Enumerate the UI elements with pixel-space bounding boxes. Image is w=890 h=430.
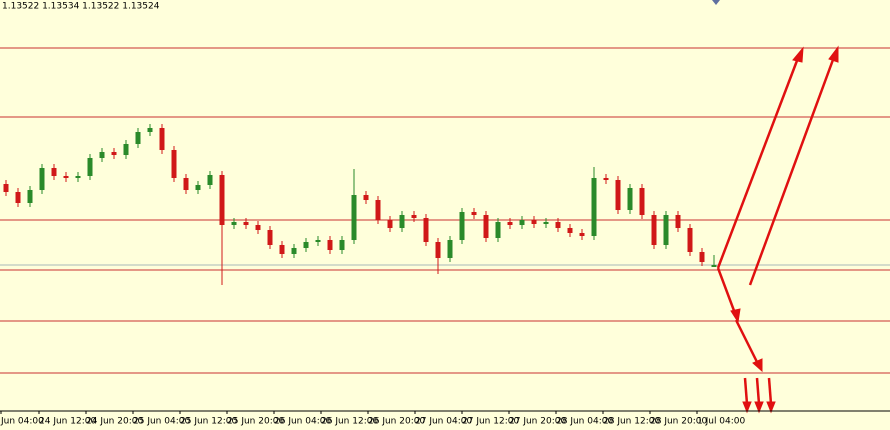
candle-body (123, 144, 129, 155)
marker (712, 0, 720, 5)
candle-body (423, 218, 429, 242)
arrowhead (792, 46, 804, 63)
candle-body (51, 168, 57, 176)
candle-body (699, 252, 705, 262)
candle-body (159, 128, 165, 150)
candle-body (147, 128, 153, 132)
candle-body (135, 132, 141, 144)
candle-body (255, 225, 261, 230)
candle-body (399, 215, 405, 228)
arrowhead (754, 401, 764, 414)
candle-body (111, 152, 117, 155)
candle-body (675, 215, 681, 228)
candle-body (99, 152, 105, 158)
arrow (748, 56, 836, 286)
arrow (716, 57, 800, 269)
candle-body (543, 222, 549, 224)
arrow (743, 377, 749, 405)
candle-body (3, 184, 9, 192)
x-tick-label: 1 Jul 04:00 (697, 417, 746, 427)
candle-body (459, 212, 465, 240)
candle-body (471, 212, 477, 215)
candle-body (363, 195, 369, 200)
candle-body (87, 158, 93, 176)
candle-body (579, 233, 585, 236)
x-tick-label: 26 Jun 12:00 (321, 417, 378, 427)
candle-body (231, 222, 237, 225)
x-tick-label: 27 Jun 20:00 (509, 417, 566, 427)
candle-body (627, 188, 633, 210)
candle-body (711, 265, 717, 267)
candle-body (339, 240, 345, 250)
x-tick-label: 25 Jun 20:00 (227, 417, 284, 427)
candle-body (387, 220, 393, 228)
candle-body (207, 175, 213, 185)
candle-body (411, 215, 417, 218)
arrowhead (742, 401, 752, 414)
ohlc-header: 1.13522 1.13534 1.13522 1.13524 (2, 2, 160, 12)
candle-body (291, 248, 297, 254)
x-tick-label: 28 Jun 20:00 (650, 417, 707, 427)
candle-body (615, 180, 621, 210)
candle-body (483, 215, 489, 238)
arrow (755, 377, 761, 405)
candle-body (279, 245, 285, 254)
x-tick-label: 28 Jun 04:00 (556, 417, 613, 427)
candle-body (591, 178, 597, 236)
x-tick-label: 28 Jun 12:00 (603, 417, 660, 427)
arrow (734, 319, 760, 365)
arrowhead (766, 401, 776, 414)
candle-body (495, 222, 501, 238)
x-tick-label: 25 Jun 04:00 (133, 417, 190, 427)
candle-body (15, 192, 21, 203)
drawn-arrows (716, 45, 839, 414)
candle-body (75, 176, 81, 178)
x-tick-label: 26 Jun 20:00 (368, 417, 425, 427)
candle-body (567, 228, 573, 233)
candle-body (351, 195, 357, 240)
x-tick-label: 27 Jun 12:00 (462, 417, 519, 427)
candle-body (555, 222, 561, 228)
candle-body (531, 220, 537, 224)
candle-body (39, 168, 45, 190)
candle-body (315, 240, 321, 242)
x-tick-label: 27 Jun 04:00 (415, 417, 472, 427)
x-tick-label: 25 Jun 12:00 (180, 417, 237, 427)
arrow (767, 377, 773, 405)
candle-body (171, 150, 177, 178)
arrowhead (752, 358, 763, 373)
candle-body (519, 220, 525, 225)
candle-body (603, 178, 609, 180)
x-tick-label: 24 Jun 12:00 (39, 417, 96, 427)
candle-body (267, 230, 273, 245)
candle-body (195, 185, 201, 190)
candle-body (663, 215, 669, 245)
candle-body (303, 242, 309, 248)
plot-area (0, 47, 890, 374)
candle-body (435, 242, 441, 258)
candle-body (651, 215, 657, 245)
candle-body (687, 228, 693, 252)
candle-body (447, 240, 453, 258)
x-tick-label: Jun 04:00 (0, 417, 44, 427)
x-tick-label: 26 Jun 04:00 (274, 417, 331, 427)
arrowhead (730, 308, 741, 324)
arrowhead (828, 45, 839, 63)
arrow (716, 267, 738, 317)
candle-body (183, 178, 189, 190)
x-tick-label: 24 Jun 20:00 (86, 417, 143, 427)
candle-body (27, 190, 33, 203)
candle-body (327, 240, 333, 250)
candle-body (639, 188, 645, 215)
candle-body (375, 200, 381, 220)
candle-body (243, 222, 249, 225)
candle-body (507, 222, 513, 225)
candle-body (63, 176, 69, 178)
candle-body (219, 175, 225, 225)
